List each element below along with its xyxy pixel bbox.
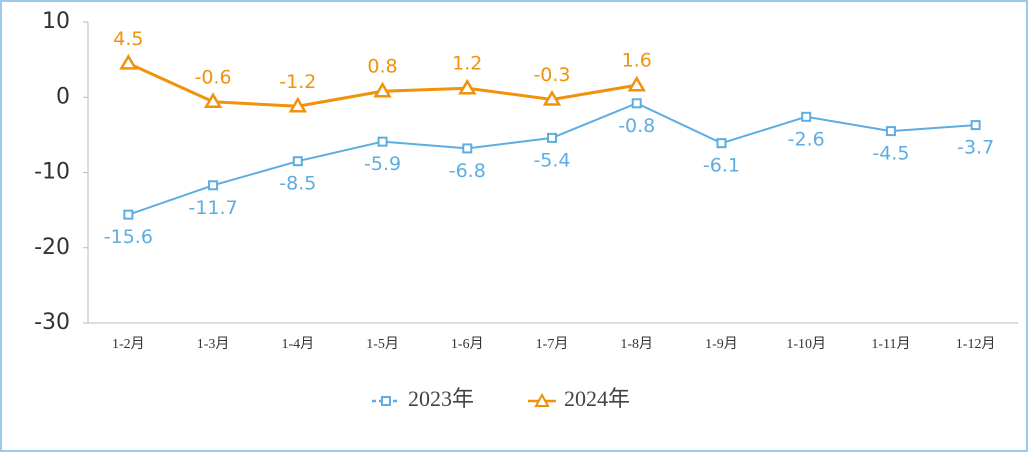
data-label: -3.7 (957, 137, 994, 159)
y-tick-label: 10 (42, 9, 70, 34)
data-label: 0.8 (367, 56, 397, 78)
marker (458, 78, 477, 95)
marker (631, 98, 642, 109)
marker (123, 209, 134, 220)
marker (801, 111, 812, 122)
x-tick-label: 1-8月 (620, 336, 653, 352)
data-label: -4.5 (872, 143, 909, 165)
data-label: -5.9 (364, 153, 401, 175)
x-tick-label: 1-11月 (871, 336, 910, 352)
marker (716, 138, 727, 149)
data-label: -11.7 (189, 197, 238, 219)
x-tick-label: 1-4月 (281, 336, 314, 352)
marker (203, 92, 223, 109)
legend-label: 2024年 (564, 386, 630, 411)
marker (627, 75, 646, 92)
data-label: -15.6 (104, 226, 153, 248)
marker (373, 81, 392, 98)
x-tick-label: 1-5月 (366, 336, 399, 352)
x-tick-label: 1-7月 (536, 336, 569, 352)
data-label: -0.8 (618, 115, 655, 137)
y-tick-label: -30 (34, 310, 70, 335)
legend-item: 2024年 (528, 386, 630, 411)
data-label: 1.6 (622, 50, 652, 72)
x-tick-label: 1-12月 (956, 336, 996, 352)
data-label: -0.3 (533, 64, 570, 86)
x-tick-label: 1-9月 (705, 336, 738, 352)
marker (208, 180, 219, 191)
data-label: -8.5 (279, 173, 316, 195)
legend-item: 2023年 (372, 386, 474, 411)
series: 4.5 -0.6 -1.2 0.8 1.2 -0.3 1.6 (113, 28, 652, 113)
data-label: 4.5 (113, 28, 143, 50)
marker (292, 156, 303, 167)
marker (542, 90, 562, 106)
marker (547, 132, 557, 143)
marker (288, 96, 307, 113)
data-label: -6.1 (703, 155, 740, 177)
legend-marker (534, 392, 550, 407)
marker (119, 53, 138, 70)
data-label: -0.6 (195, 66, 232, 88)
marker (885, 126, 896, 137)
y-tick-label: 0 (56, 84, 70, 109)
series: -15.6 -11.7 -8.5 -5.9 -6.8 -5.4 -0.8 -6.1 -2.6 -4… (104, 98, 994, 248)
data-label: -2.6 (788, 128, 825, 150)
legend-marker (381, 396, 391, 406)
marker (970, 120, 981, 131)
x-tick-label: 1-10月 (786, 336, 826, 352)
legend-label: 2023年 (408, 386, 474, 411)
data-label: -6.8 (449, 160, 486, 182)
data-label: 1.2 (452, 53, 482, 75)
x-tick-label: 1-2月 (112, 336, 145, 352)
data-label: -5.4 (533, 149, 570, 171)
marker (377, 136, 388, 147)
y-tick-label: -20 (34, 235, 70, 260)
marker (462, 143, 473, 154)
data-label: -1.2 (279, 71, 316, 93)
y-tick-label: -10 (34, 160, 70, 185)
x-tick-label: 1-6月 (451, 336, 484, 352)
x-tick-label: 1-3月 (197, 336, 230, 352)
